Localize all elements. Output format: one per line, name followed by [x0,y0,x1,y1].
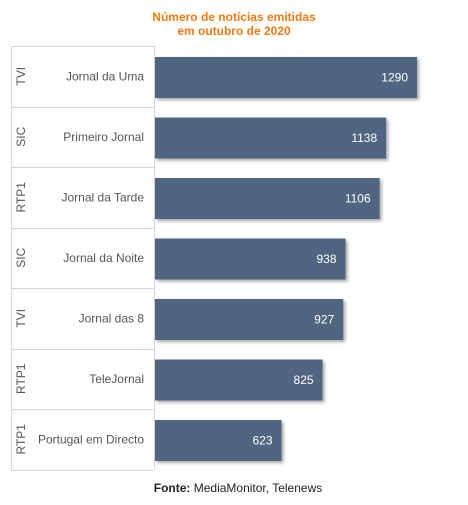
category-label: Portugal em Directo [38,432,144,446]
bar [155,57,417,98]
category-label: Jornal das 8 [79,311,145,325]
source-label: Fonte: [153,481,191,495]
data-label: 938 [316,252,336,266]
data-label: 623 [253,434,273,448]
data-label: 1106 [345,192,371,206]
group-label: SIC [14,247,28,267]
bar [155,299,344,340]
bar [155,420,282,461]
source-note: Fonte: MediaMonitor, Telenews [0,481,468,495]
chart-title-line-1: Número de notícias emitidas [152,10,316,24]
data-label: 1138 [351,131,377,145]
group-label: RTP1 [14,182,28,213]
bar [155,117,387,159]
category-label: Primeiro Jornal [63,130,144,144]
category-label: Jornal da Tarde [62,190,145,204]
data-label: 825 [294,373,314,387]
bar-series: 1290 1138 1106 938 927 825 623 [155,57,417,461]
bar [155,359,323,401]
row-separators: TVI Jornal da Uma SIC Primeiro Jornal RTP1 Jo… [11,46,155,471]
group-label: SIC [14,126,28,146]
category-label: TeleJornal [89,372,144,386]
source-text: MediaMonitor, Telenews [193,481,323,495]
group-label: TVI [14,309,28,328]
chart-title: Número de notícias emitidas em outubro d… [0,10,468,38]
group-label: RTP1 [14,363,28,394]
category-label: Jornal da Uma [66,69,144,83]
category-label: Jornal da Noite [63,251,144,265]
bar [155,238,346,280]
data-label: 1290 [381,71,408,85]
group-label: TVI [14,67,28,86]
chart-title-line-2: em outubro de 2020 [177,24,291,38]
bar [155,178,380,219]
group-label: RTP1 [14,424,28,455]
data-label: 927 [314,313,334,327]
